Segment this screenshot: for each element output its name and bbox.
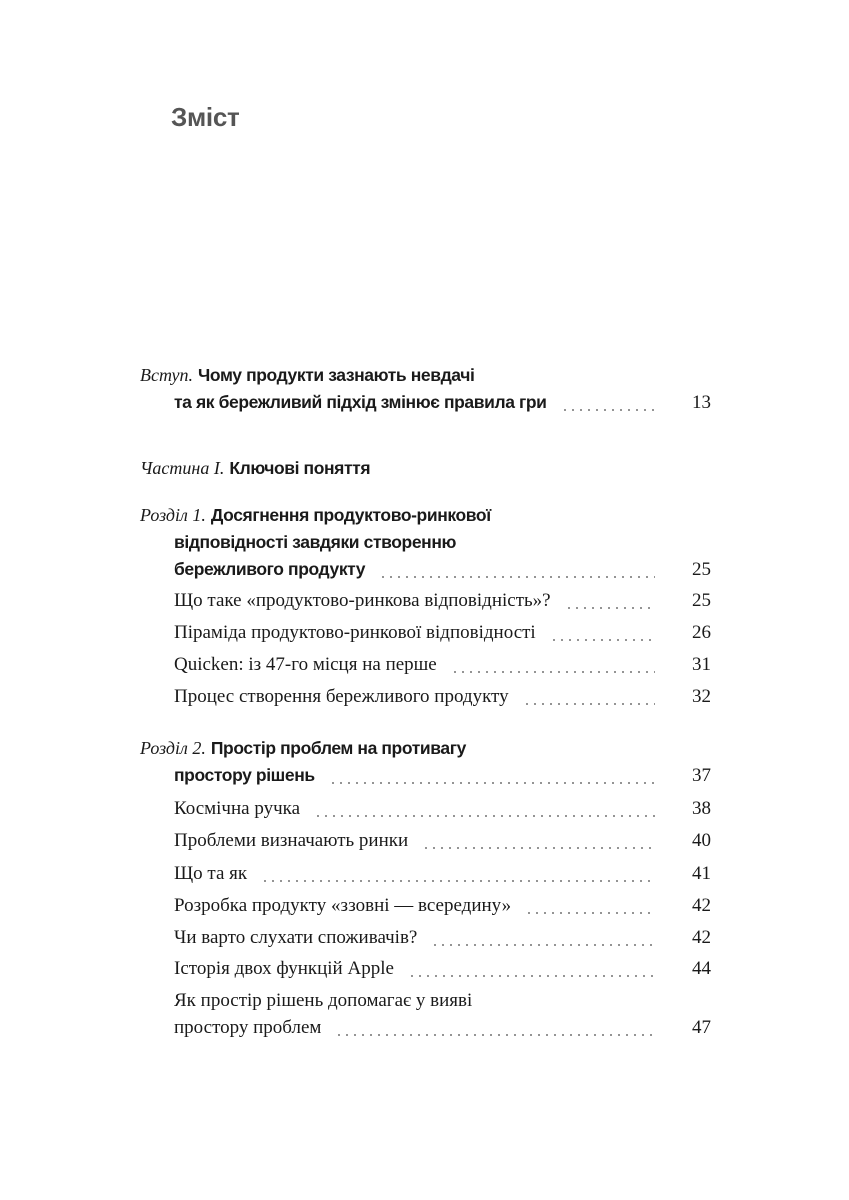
section-entry[interactable]: Історія двох функцій Apple 44 — [174, 958, 711, 984]
dot-leader — [261, 880, 655, 882]
section-entry[interactable]: Проблеми визначають ринки 40 — [174, 830, 711, 856]
chapter2-entry[interactable]: простору рішень 37 — [174, 765, 711, 791]
section-entry[interactable]: Космічна ручка 38 — [174, 798, 711, 824]
page-number: 37 — [692, 765, 711, 786]
section-title-line2: простору проблем — [174, 1017, 322, 1038]
section-entry[interactable]: Чи варто слухати споживачів? 42 — [174, 927, 711, 953]
intro-title-line1: Чому продукти зазнають невдачі — [198, 365, 475, 385]
chapter-label: Розділ 2. — [140, 738, 206, 758]
page-number: 40 — [692, 830, 711, 851]
section-title: Розробка продукту «ззовні — всередину» — [174, 895, 512, 916]
chapter-title-line1: Досягнення продуктово-ринкової — [210, 505, 491, 525]
chapter-title-line1: Простір проблем на противагу — [210, 738, 466, 758]
intro-entry[interactable]: та як бережливий підхід змінює правила г… — [174, 392, 711, 418]
section-entry-line1: Як простір рішень допомагає у вияві — [174, 990, 711, 1016]
dot-leader — [431, 944, 655, 946]
page-number: 25 — [692, 559, 711, 580]
section-title: Космічна ручка — [174, 798, 301, 819]
section-title: Процес створення бережливого продукту — [174, 686, 509, 707]
section-entry[interactable]: простору проблем 47 — [174, 1017, 711, 1043]
dot-leader — [379, 576, 655, 578]
section-title: Quicken: із 47-го місця на перше — [174, 654, 437, 675]
page-number: 41 — [692, 863, 711, 884]
page-number: 44 — [692, 958, 711, 979]
dot-leader — [549, 639, 655, 641]
dot-leader — [328, 782, 655, 784]
part-label: Частина I. — [140, 458, 225, 478]
dot-leader — [335, 1034, 655, 1036]
intro-title-line2: та як бережливий підхід змінює правила г… — [174, 392, 547, 412]
dot-leader — [407, 975, 655, 977]
dot-leader — [314, 815, 655, 817]
dot-leader — [525, 912, 655, 914]
chapter1-entry[interactable]: бережливого продукту 25 — [174, 559, 711, 585]
part-heading: Частина I. Ключові поняття — [140, 458, 711, 484]
section-entry[interactable]: Розробка продукту «ззовні — всередину» 4… — [174, 895, 711, 921]
chapter-title-line2: відповідності завдяки створенню — [174, 532, 457, 552]
section-title: Проблеми визначають ринки — [174, 830, 409, 851]
chapter1-line2: відповідності завдяки створенню — [174, 532, 711, 558]
page-number: 13 — [692, 392, 711, 413]
dot-leader — [422, 847, 655, 849]
dot-leader — [522, 703, 655, 705]
page-number: 38 — [692, 798, 711, 819]
section-entry[interactable]: Піраміда продуктово-ринкової відповіднос… — [174, 622, 711, 648]
section-title: Піраміда продуктово-ринкової відповіднос… — [174, 622, 536, 643]
section-entry[interactable]: Що та як 41 — [174, 863, 711, 889]
page-number: 42 — [692, 895, 711, 916]
chapter-label: Розділ 1. — [140, 505, 206, 525]
chapter-title-line2: простору рішень — [174, 765, 315, 785]
page-number: 47 — [692, 1017, 711, 1038]
dot-leader — [560, 409, 655, 411]
page-number: 32 — [692, 686, 711, 707]
page-number: 42 — [692, 927, 711, 948]
section-entry[interactable]: Що таке «продуктово-ринкова відповідніст… — [174, 590, 711, 616]
section-title: Що таке «продуктово-ринкова відповідніст… — [174, 590, 551, 611]
section-title-line1: Як простір рішень допомагає у вияві — [174, 990, 473, 1011]
chapter-title-line3: бережливого продукту — [174, 559, 366, 579]
page-number: 31 — [692, 654, 711, 675]
part-title: Ключові поняття — [229, 458, 371, 478]
section-title: Історія двох функцій Apple — [174, 958, 394, 979]
dot-leader — [450, 671, 655, 673]
dot-leader — [564, 607, 655, 609]
section-entry[interactable]: Процес створення бережливого продукту 32 — [174, 686, 711, 712]
chapter2-line1: Розділ 2. Простір проблем на противагу — [140, 738, 711, 764]
section-title: Що та як — [174, 863, 248, 884]
page-number: 25 — [692, 590, 711, 611]
page-title: Зміст — [171, 102, 240, 132]
page-number: 26 — [692, 622, 711, 643]
intro-label: Вступ. — [140, 365, 194, 385]
section-title: Чи варто слухати споживачів? — [174, 927, 418, 948]
intro-entry-line1: Вступ. Чому продукти зазнають невдачі — [140, 365, 711, 391]
chapter1-line1: Розділ 1. Досягнення продуктово-ринкової — [140, 505, 711, 531]
section-entry[interactable]: Quicken: із 47-го місця на перше 31 — [174, 654, 711, 680]
